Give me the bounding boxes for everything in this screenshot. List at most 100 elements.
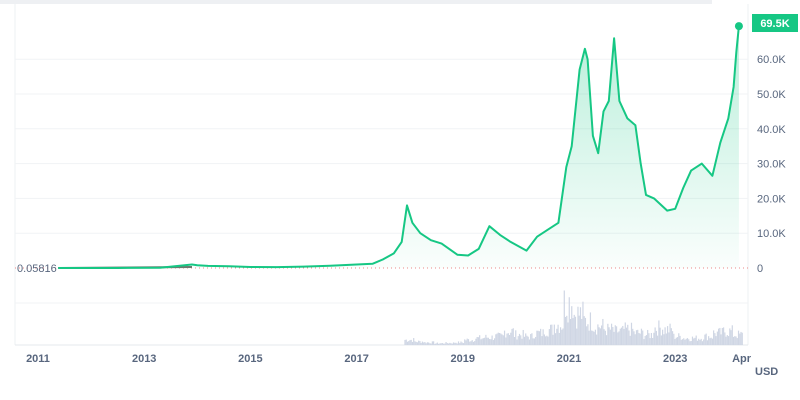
volume-bar xyxy=(548,329,550,345)
volume-bar xyxy=(568,297,570,345)
volume-bar xyxy=(513,337,516,345)
volume-bar xyxy=(720,334,722,345)
volume-bar xyxy=(411,341,414,345)
volume-bar xyxy=(421,341,424,345)
volume-bar xyxy=(475,338,477,345)
volume-bar xyxy=(722,327,725,345)
volume-bar xyxy=(477,337,480,345)
volume-bar xyxy=(406,341,409,345)
y-tick-label: 30.0K xyxy=(757,159,786,171)
volume-bar xyxy=(666,326,669,345)
volume-bar xyxy=(408,341,410,345)
volume-bar xyxy=(557,324,559,345)
volume-bar xyxy=(506,333,508,345)
volume-bar xyxy=(550,324,552,345)
volume-bar xyxy=(482,338,484,345)
volume-bar xyxy=(505,337,507,345)
volume-bar xyxy=(502,335,504,345)
volume-bar xyxy=(730,330,732,345)
volume-bar xyxy=(531,333,533,345)
volume-bar xyxy=(517,336,519,345)
volume-bar xyxy=(573,314,575,345)
volume-bar xyxy=(495,334,497,345)
volume-bar xyxy=(420,342,422,345)
volume-bar xyxy=(705,333,707,345)
volume-bar xyxy=(465,340,467,345)
currency-label: USD xyxy=(755,366,778,378)
x-tick-label: 2017 xyxy=(344,353,368,365)
volume-bar xyxy=(654,327,656,345)
volume-bar xyxy=(673,333,675,345)
y-tick-label: 0 xyxy=(757,263,763,275)
volume-bar xyxy=(670,328,672,345)
volume-bar xyxy=(511,328,513,345)
volume-bar xyxy=(669,323,671,345)
y-tick-label: 60.0K xyxy=(757,54,786,66)
volume-bar xyxy=(444,343,446,345)
volume-bar xyxy=(425,343,427,345)
volume-bar xyxy=(739,333,741,345)
volume-bar xyxy=(729,328,731,345)
volume-bar xyxy=(629,335,631,345)
volume-bar xyxy=(430,343,432,345)
y-tick-label: 10.0K xyxy=(757,228,786,240)
volume-bar xyxy=(491,335,493,345)
volume-bar xyxy=(642,330,644,345)
volume-bar xyxy=(470,341,472,345)
volume-bar xyxy=(607,323,609,345)
volume-bar xyxy=(711,338,713,345)
volume-bar xyxy=(680,339,682,345)
volume-bar xyxy=(671,331,674,345)
volume-bar xyxy=(638,333,640,345)
volume-bar xyxy=(492,339,494,345)
price-line xyxy=(58,26,740,269)
volume-bar xyxy=(625,327,628,345)
volume-bar xyxy=(433,341,435,345)
volume-bar xyxy=(464,339,466,345)
volume-bar xyxy=(615,326,618,345)
volume-bar xyxy=(623,328,625,345)
volume-bar xyxy=(640,328,643,345)
volume-bar xyxy=(562,328,564,345)
volume-bar xyxy=(449,342,451,345)
volume-bar xyxy=(523,336,526,345)
volume-bar xyxy=(706,340,709,345)
volume-bar xyxy=(413,338,415,345)
volume-bar xyxy=(653,332,655,345)
volume-bar xyxy=(441,343,443,345)
volume-bar xyxy=(479,335,481,345)
volume-bar xyxy=(684,339,686,345)
volume-bar xyxy=(648,333,650,345)
volume-bar xyxy=(659,327,661,345)
volume-bar xyxy=(630,322,633,345)
volume-bar xyxy=(618,331,620,345)
volume-bar xyxy=(643,339,645,345)
volume-bar xyxy=(678,333,680,345)
volume-bar xyxy=(552,334,554,345)
volume-bar xyxy=(622,325,624,345)
volume-bar xyxy=(515,330,517,345)
volume-bar xyxy=(576,328,578,345)
volume-bar xyxy=(532,338,534,345)
volume-bar xyxy=(627,324,629,345)
volume-bar xyxy=(635,330,638,345)
volume-bar xyxy=(536,330,538,345)
volume-bar xyxy=(740,331,742,345)
volume-bar xyxy=(503,330,506,345)
volume-bar xyxy=(619,328,621,345)
volume-bar xyxy=(689,341,691,345)
volume-bar xyxy=(735,336,737,345)
volume-bar xyxy=(726,335,728,345)
volume-bar xyxy=(663,334,665,345)
volume-bar xyxy=(596,334,598,345)
x-tick-label: 2013 xyxy=(132,353,156,365)
volume-bar xyxy=(710,337,712,345)
volume-bar xyxy=(526,335,528,345)
volume-bar xyxy=(698,338,700,345)
x-tick-label: 2019 xyxy=(451,353,475,365)
volume-bar xyxy=(476,336,478,345)
volume-bar xyxy=(634,334,636,345)
volume-bar xyxy=(547,336,549,345)
volume-bar xyxy=(558,332,560,345)
